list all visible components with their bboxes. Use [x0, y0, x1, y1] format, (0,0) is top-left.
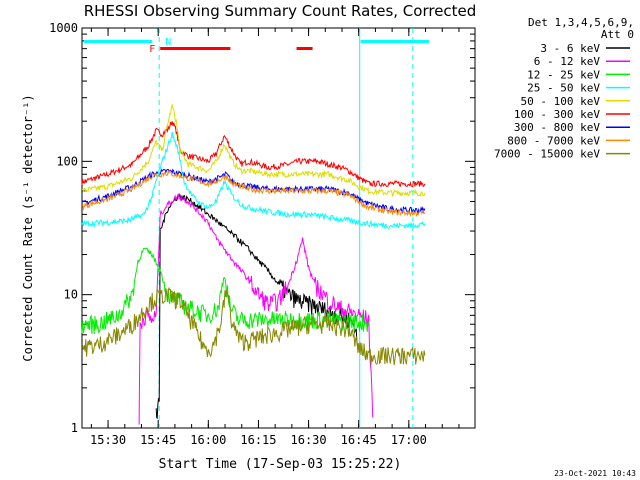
legend-entry-label: 50 - 100 keV	[521, 95, 601, 108]
x-tick-labels: 15:30 15:45 16:00 16:15 16:30 16:45 17:00	[90, 433, 427, 447]
legend-entry-label: 6 - 12 keV	[534, 55, 601, 68]
series-line-3	[81, 169, 426, 218]
x-tick-label: 15:30	[90, 433, 126, 447]
x-tick-label: 15:45	[140, 433, 176, 447]
x-tick-label: 17:00	[391, 433, 427, 447]
flag-label-f: F	[149, 44, 155, 55]
x-tick-label: 16:45	[341, 433, 377, 447]
x-axis-label: Start Time (17-Sep-03 15:25:22)	[159, 457, 402, 472]
series-line-4	[81, 131, 426, 230]
flag-bar-night	[360, 40, 429, 43]
series-line-5	[155, 192, 359, 420]
series-line-0	[81, 121, 426, 188]
flag-bar-night	[84, 40, 153, 43]
x-tick-label: 16:00	[190, 433, 226, 447]
y-tick-label: 100	[56, 154, 78, 168]
y-tick-labels: 1 10 100 1000	[49, 21, 78, 435]
legend-entry-label: 800 - 7000 keV	[507, 134, 600, 147]
plot-frame	[81, 27, 476, 429]
legend-detectors: Det 1,3,4,5,6,9,	[528, 16, 634, 29]
chart-title: RHESSI Observing Summary Count Rates, Co…	[84, 2, 477, 20]
y-axis-label: Corrected Count Rate (s⁻¹ detector⁻¹)	[21, 94, 35, 361]
series-line-6	[138, 193, 374, 425]
legend-entry-label: 25 - 50 keV	[527, 82, 600, 95]
y-tick-label: 10	[64, 288, 78, 302]
y-tick-label: 1000	[49, 21, 78, 35]
legend-entry-label: 100 - 300 keV	[514, 108, 600, 121]
series-group	[81, 103, 426, 425]
legend-entry-label: 7000 - 15000 keV	[494, 148, 600, 161]
flag-bar-flare	[160, 47, 231, 50]
x-tick-label: 16:15	[240, 433, 276, 447]
legend-entry-label: 300 - 800 keV	[514, 121, 600, 134]
legend-entry-label: 3 - 6 keV	[540, 42, 600, 55]
axis-ticks	[82, 27, 475, 429]
flag-bars: NF	[84, 37, 429, 55]
flag-label-n: N	[165, 37, 171, 48]
x-tick-label: 16:30	[291, 433, 327, 447]
legend-entry-label: 12 - 25 keV	[527, 68, 600, 81]
legend-attenuator: Att 0	[601, 28, 634, 41]
y-tick-label: 1	[71, 421, 78, 435]
flag-bar-flare	[296, 47, 313, 50]
series-line-8	[81, 286, 426, 366]
series-line-1	[81, 103, 426, 198]
timestamp: 23-Oct-2021 10:43	[554, 469, 636, 478]
